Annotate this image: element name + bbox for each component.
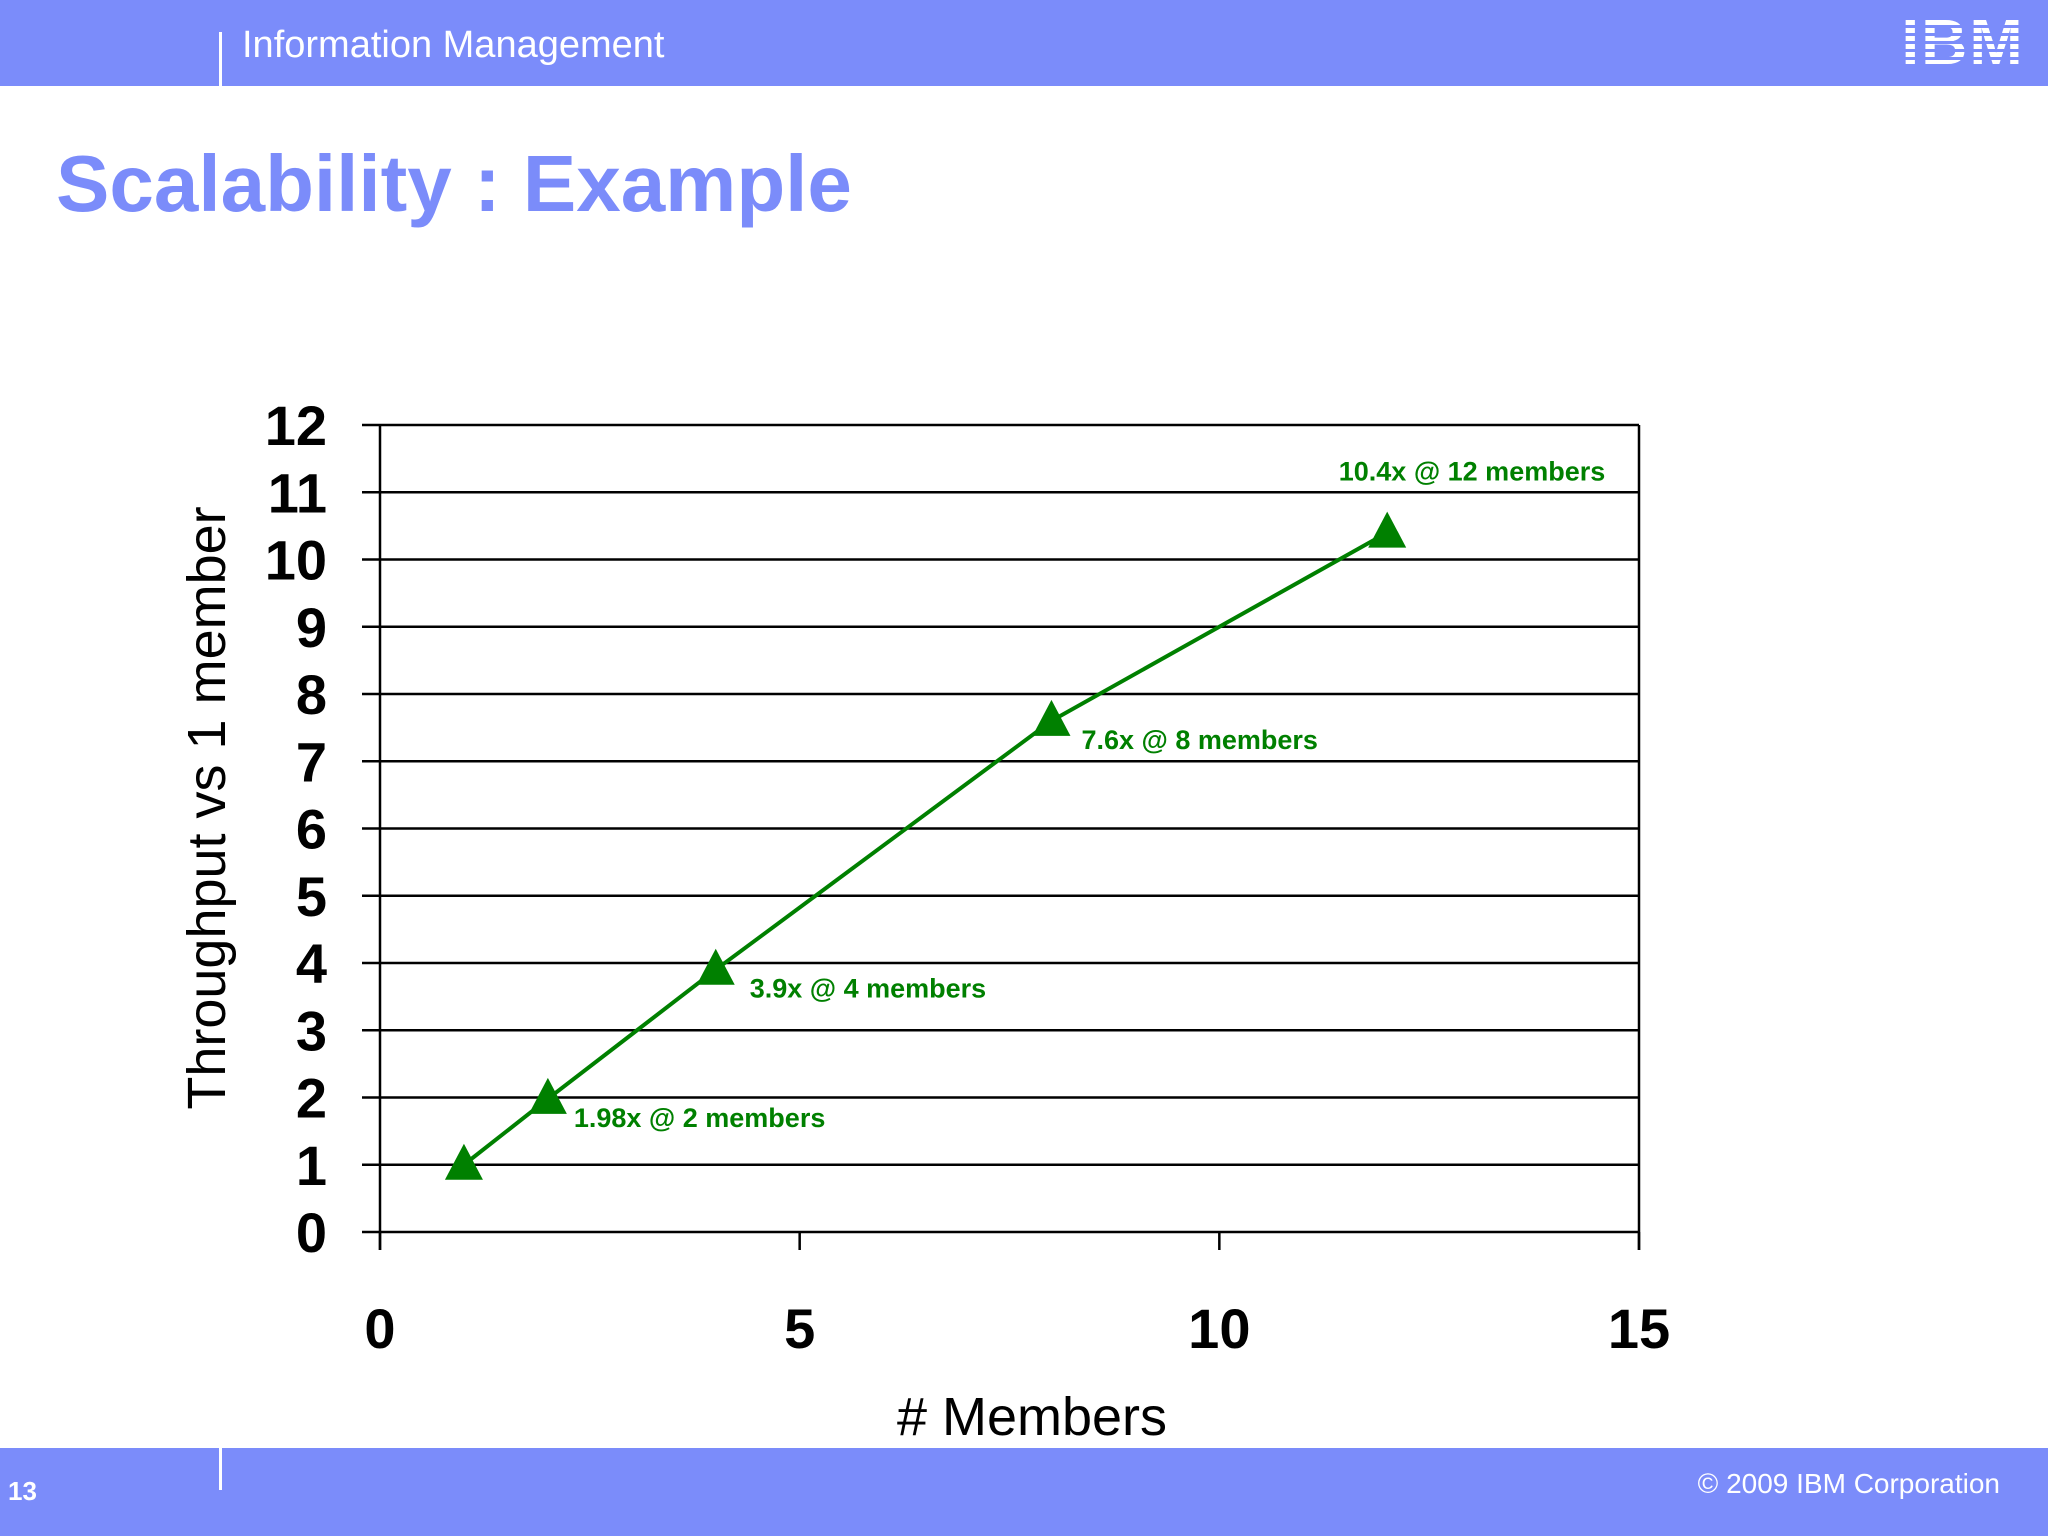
grid-lines bbox=[362, 423, 1639, 1234]
y-tick-label: 7 bbox=[296, 730, 327, 793]
y-tick-label: 11 bbox=[268, 461, 327, 524]
data-label: 3.9x @ 4 members bbox=[750, 974, 986, 1004]
y-tick-label: 6 bbox=[296, 798, 327, 861]
y-tick-label: 9 bbox=[296, 596, 327, 659]
ibm-logo: IBM bbox=[1901, 12, 2024, 70]
axes bbox=[378, 425, 1641, 1250]
slide-title: Scalability : Example bbox=[56, 139, 852, 228]
data-label: 7.6x @ 8 members bbox=[1081, 725, 1317, 755]
data-label: 10.4x @ 12 members bbox=[1339, 457, 1606, 487]
y-axis-label: Throughput vs 1 member bbox=[177, 506, 237, 1109]
data-point-marker bbox=[444, 1143, 483, 1180]
y-tick-label: 3 bbox=[296, 999, 327, 1062]
data-point-marker bbox=[1368, 511, 1407, 548]
y-tick-label: 2 bbox=[296, 1067, 327, 1130]
x-tick-label: 5 bbox=[784, 1297, 815, 1360]
series-layer bbox=[444, 511, 1407, 1180]
data-point-marker bbox=[528, 1077, 567, 1114]
footer-divider bbox=[219, 1448, 222, 1490]
data-label: 1.98x @ 2 members bbox=[574, 1103, 825, 1133]
y-tick-label: 5 bbox=[296, 865, 327, 928]
header-divider bbox=[219, 32, 222, 86]
svg-text:IBM: IBM bbox=[1901, 12, 2024, 70]
y-tick-label: 0 bbox=[296, 1201, 327, 1264]
data-point-marker bbox=[1032, 699, 1071, 736]
x-tick-label: 0 bbox=[364, 1297, 395, 1360]
y-tick-label: 4 bbox=[296, 932, 327, 995]
x-tick-label: 10 bbox=[1188, 1297, 1250, 1360]
y-tick-label: 8 bbox=[296, 663, 327, 726]
x-tick-label: 15 bbox=[1608, 1297, 1670, 1360]
page-number: 13 bbox=[8, 1476, 37, 1506]
copyright-text: © 2009 IBM Corporation bbox=[1697, 1468, 2000, 1499]
annotations: 1.98x @ 2 members 3.9x @ 4 members 7.6x @ … bbox=[574, 457, 1605, 1133]
footer-bar: 13 © 2009 IBM Corporation bbox=[0, 1448, 2048, 1536]
x-axis-label: # Members bbox=[897, 1387, 1167, 1447]
y-tick-label: 12 bbox=[265, 394, 327, 457]
data-point-marker bbox=[696, 948, 735, 985]
y-tick-label: 10 bbox=[265, 529, 327, 592]
header-title: Information Management bbox=[242, 24, 665, 66]
y-tick-label: 1 bbox=[296, 1134, 327, 1197]
header-bar: Information Management IBM bbox=[0, 0, 2048, 86]
